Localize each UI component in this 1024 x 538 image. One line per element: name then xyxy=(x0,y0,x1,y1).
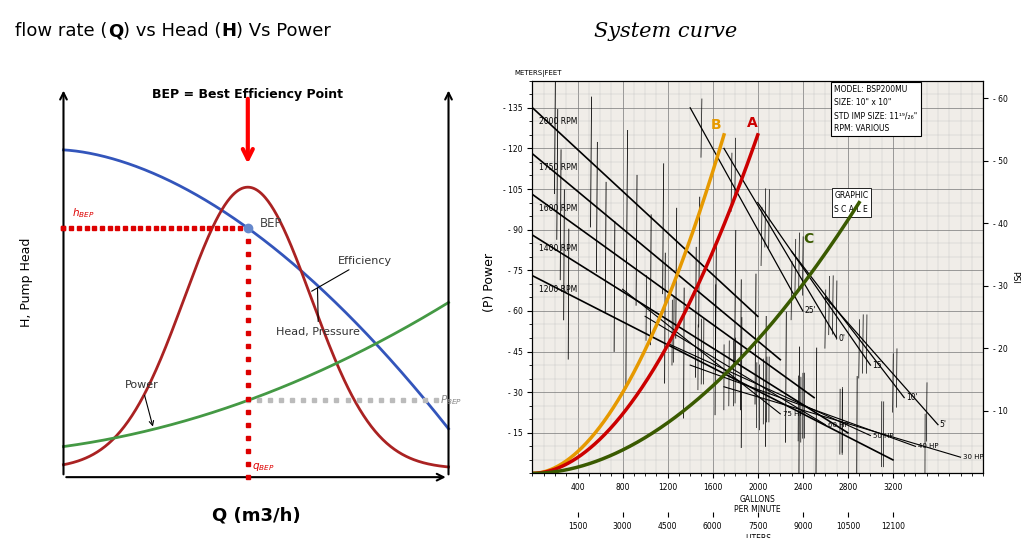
Text: 1200 RPM: 1200 RPM xyxy=(540,285,578,294)
Text: BEP = Best Efficiency Point: BEP = Best Efficiency Point xyxy=(153,88,343,101)
Text: 15': 15' xyxy=(872,360,884,370)
Text: $q_{BEP}$: $q_{BEP}$ xyxy=(252,461,274,473)
Y-axis label: PSI: PSI xyxy=(1010,271,1019,284)
Text: Efficiency: Efficiency xyxy=(311,256,392,291)
Text: Head, Pressure: Head, Pressure xyxy=(276,288,360,337)
Text: ) Vs Power: ) Vs Power xyxy=(237,22,331,40)
Text: MODEL: BSP200MU
SIZE: 10" x 10"
STD IMP SIZE: 11¹⁹/₂₆"
RPM: VARIOUS: MODEL: BSP200MU SIZE: 10" x 10" STD IMP … xyxy=(835,84,918,133)
Text: ) vs Head (: ) vs Head ( xyxy=(123,22,221,40)
Text: 2000 RPM: 2000 RPM xyxy=(540,117,578,126)
Text: 5': 5' xyxy=(940,420,946,429)
Text: Power: Power xyxy=(125,380,159,426)
Text: 1600 RPM: 1600 RPM xyxy=(540,204,578,213)
Text: System curve: System curve xyxy=(594,22,737,40)
Text: Q: Q xyxy=(108,22,123,40)
X-axis label: GALLONS
PER MINUTE: GALLONS PER MINUTE xyxy=(734,495,781,514)
Text: 25': 25' xyxy=(805,307,816,315)
Text: Q (m3/h): Q (m3/h) xyxy=(212,506,300,524)
Text: $h_{BEP}$: $h_{BEP}$ xyxy=(72,206,94,220)
Text: A: A xyxy=(746,116,757,130)
Text: (P) Power: (P) Power xyxy=(483,253,496,312)
Text: 50 HP: 50 HP xyxy=(872,433,893,438)
Text: C: C xyxy=(803,232,813,246)
Text: 75 HP: 75 HP xyxy=(782,411,803,417)
Text: $P_{BEP}$: $P_{BEP}$ xyxy=(440,393,463,407)
Text: 1750 RPM: 1750 RPM xyxy=(540,163,578,172)
Text: H, Pump Head: H, Pump Head xyxy=(20,238,33,327)
Text: BEP: BEP xyxy=(260,217,283,230)
Text: METERS|FEET: METERS|FEET xyxy=(514,70,562,77)
Text: 30 HP: 30 HP xyxy=(963,454,983,460)
Text: B: B xyxy=(711,118,721,132)
Text: 60 HP: 60 HP xyxy=(827,422,848,428)
Text: 40 HP: 40 HP xyxy=(918,443,938,449)
Text: H: H xyxy=(221,22,237,40)
X-axis label: LITERS
PER MINUTE: LITERS PER MINUTE xyxy=(734,534,781,538)
Text: 10': 10' xyxy=(906,393,918,402)
Text: GRAPHIC
S C A L E: GRAPHIC S C A L E xyxy=(835,190,868,214)
Text: 0': 0' xyxy=(839,334,845,343)
Text: 1400 RPM: 1400 RPM xyxy=(540,244,578,253)
Text: flow rate (: flow rate ( xyxy=(15,22,108,40)
